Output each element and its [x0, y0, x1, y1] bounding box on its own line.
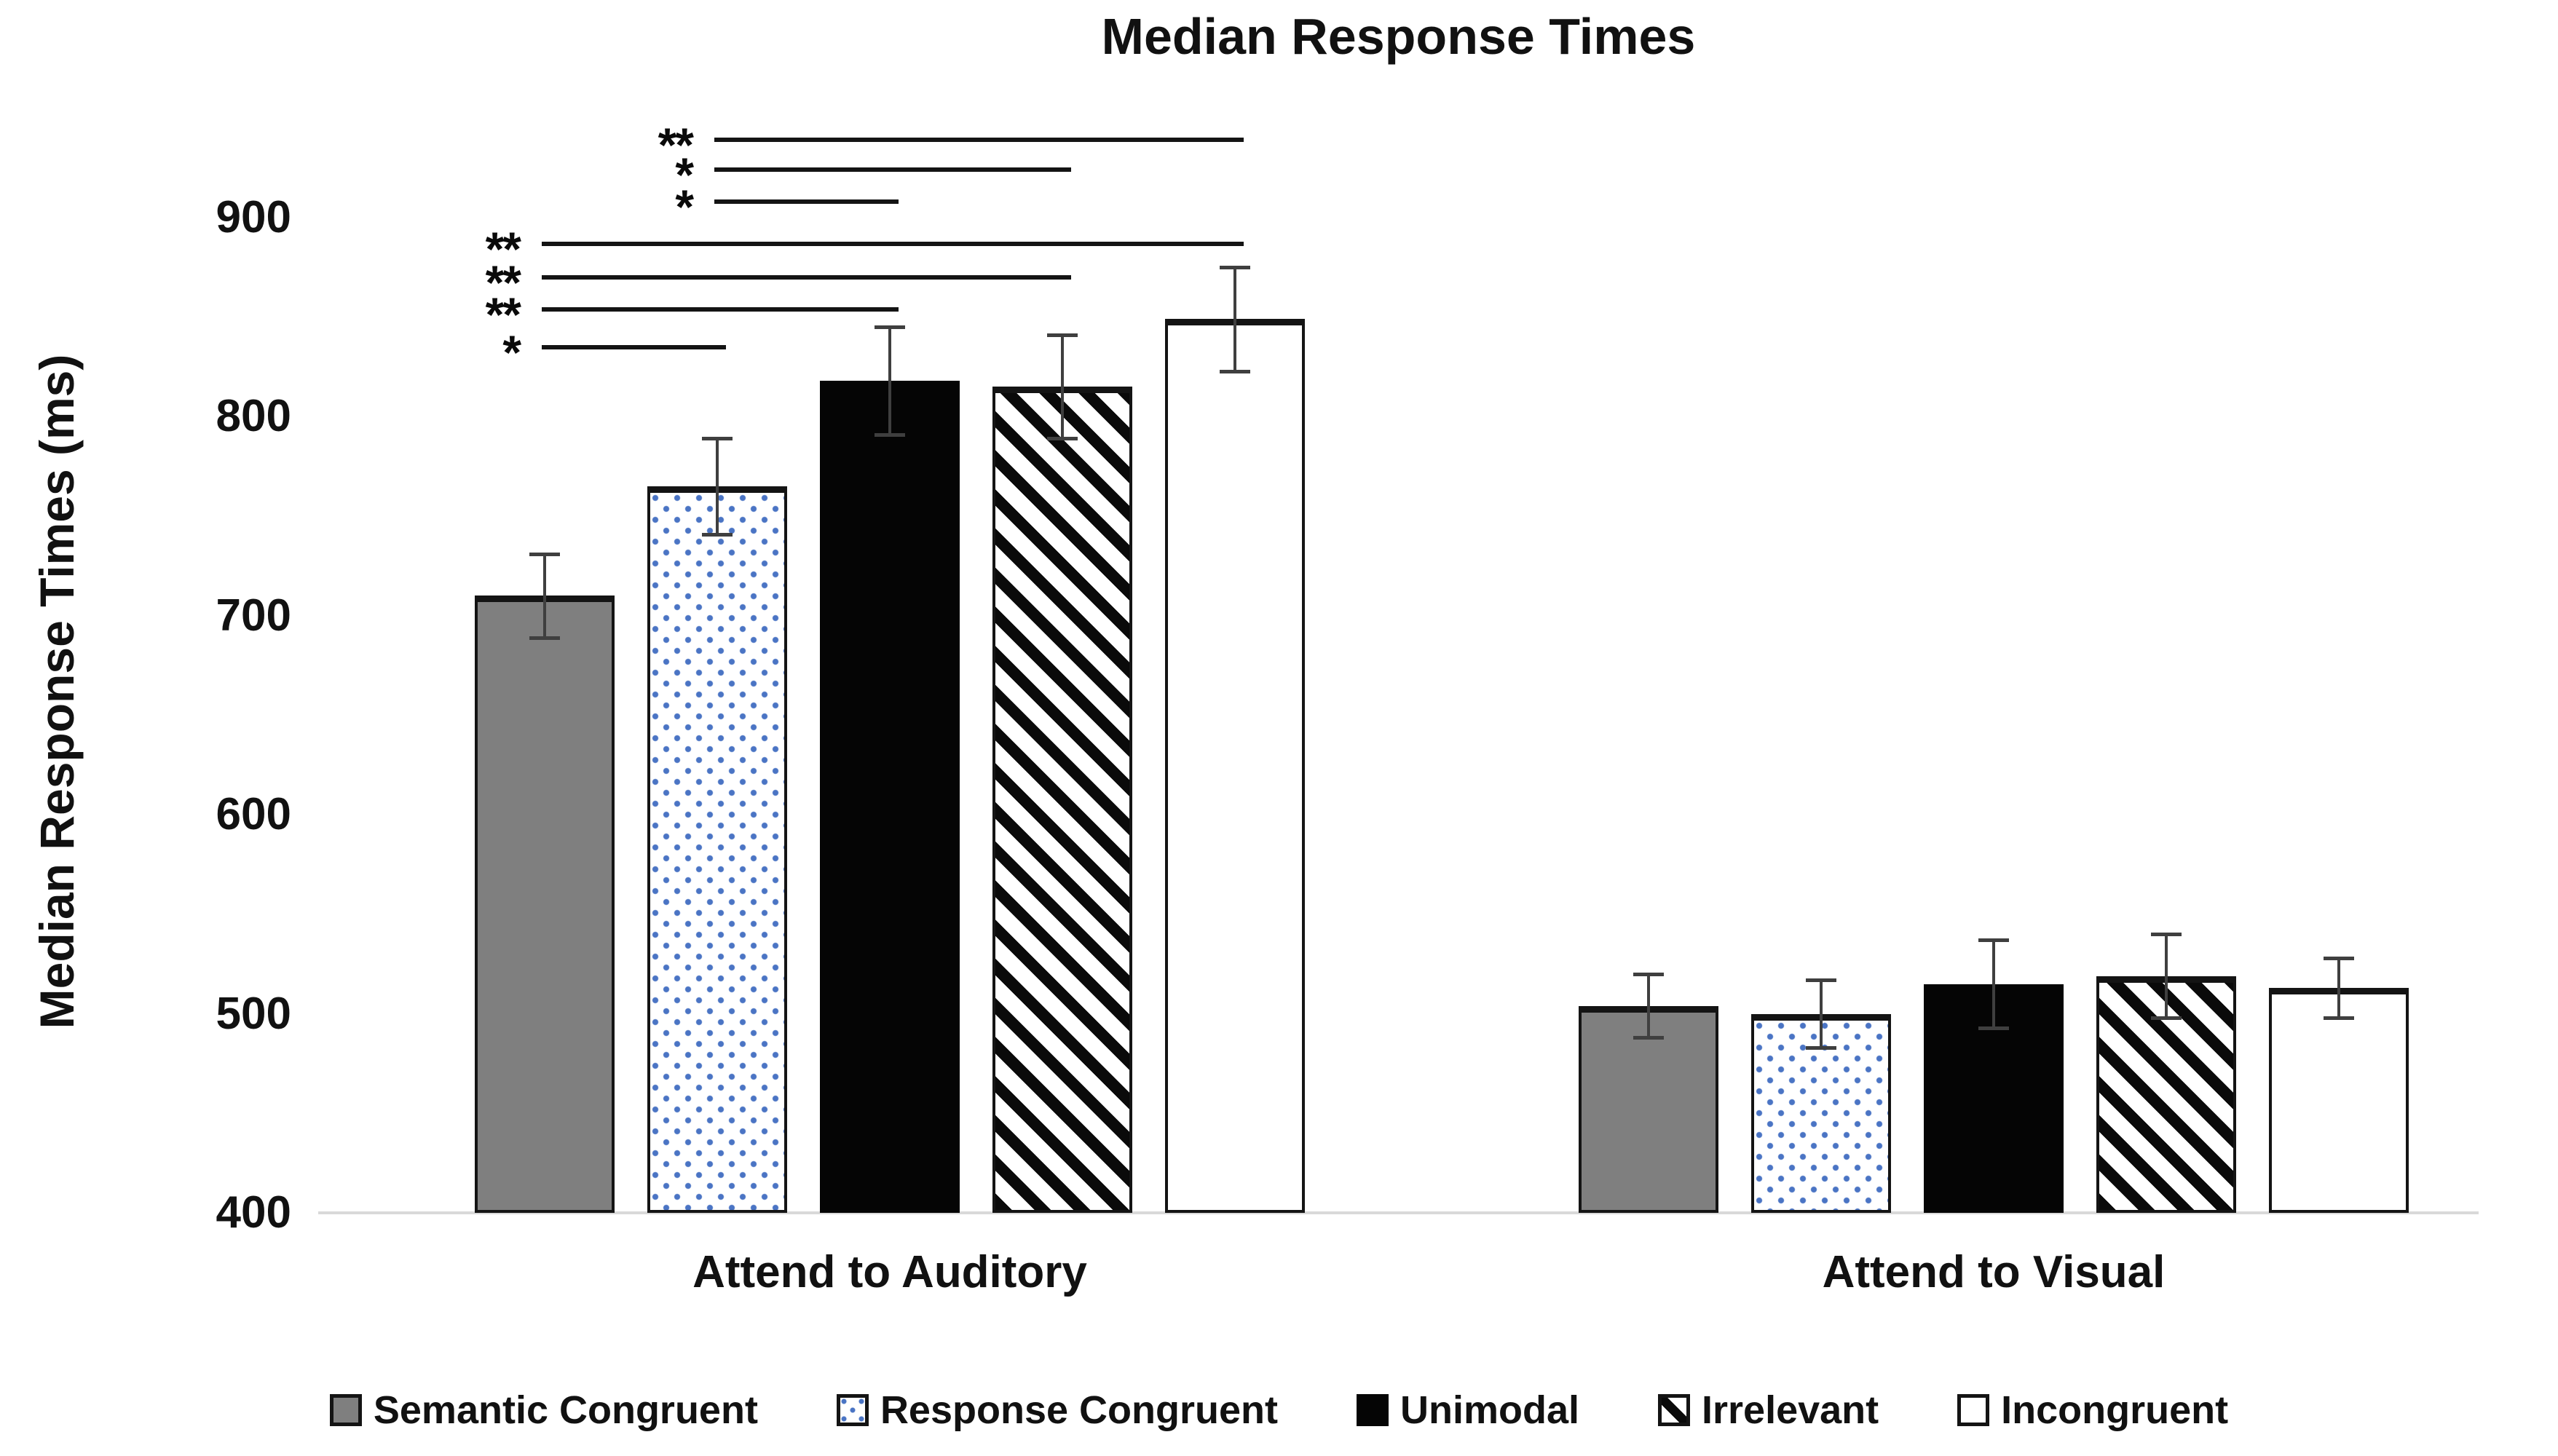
bar-incongruent-attend-to-visual: [2269, 988, 2409, 1213]
error-bar-cap: [529, 636, 560, 640]
error-bar: [2337, 958, 2340, 1018]
y-tick-label: 700: [216, 590, 291, 641]
error-bar-cap: [529, 553, 560, 557]
significance-line: [542, 306, 899, 312]
bar-semantic-congruent-attend-to-visual: [1579, 1005, 1718, 1213]
error-bar-cap: [1220, 369, 1250, 373]
significance-line: [542, 344, 726, 349]
error-bar-cap: [875, 433, 905, 437]
error-bar-cap: [702, 532, 733, 537]
legend-swatch-blue-dotted-icon: [836, 1394, 869, 1426]
significance-line: [542, 275, 1071, 280]
error-bar: [1061, 335, 1064, 439]
legend-label: Unimodal: [1400, 1388, 1579, 1432]
error-bar-cap: [875, 325, 905, 330]
legend-item-irrelevant: Irrelevant: [1658, 1388, 1879, 1433]
significance-label: **: [485, 221, 521, 276]
significance-label: **: [658, 118, 694, 173]
error-bar-cap: [702, 437, 733, 441]
y-tick-label: 900: [216, 192, 291, 242]
legend-label: Irrelevant: [1702, 1388, 1879, 1432]
x-group-label-auditory: Attend to Auditory: [692, 1247, 1087, 1297]
significance-line: [714, 167, 1071, 173]
y-tick-label: 500: [216, 988, 291, 1039]
error-bar-cap: [1220, 266, 1250, 270]
error-bar-cap: [1047, 333, 1078, 338]
error-bar-cap: [2151, 933, 2182, 937]
error-bar: [543, 554, 546, 638]
legend-swatch-white-icon: [1957, 1394, 1990, 1426]
significance-label: **: [485, 256, 521, 310]
chart-legend: Semantic Congruent Response Congruent Un…: [0, 1388, 2558, 1433]
error-bar-cap: [2324, 957, 2354, 961]
bar-irrelevant-attend-to-auditory: [992, 387, 1132, 1213]
significance-line: [714, 138, 1244, 143]
y-axis-title: Median Response Times (ms): [30, 354, 84, 1029]
legend-item-response-congruent: Response Congruent: [836, 1388, 1278, 1433]
error-bar-cap: [1978, 1026, 2009, 1030]
significance-label: *: [502, 325, 521, 379]
error-bar: [1820, 980, 1823, 1048]
error-bar-cap: [2151, 1016, 2182, 1021]
significance-line: [542, 241, 1244, 246]
bar-incongruent-attend-to-auditory: [1165, 319, 1305, 1213]
error-bar-cap: [1633, 972, 1664, 976]
significance-label: **: [485, 287, 521, 341]
y-tick-label: 800: [216, 391, 291, 442]
y-tick-label: 400: [216, 1187, 291, 1238]
legend-label: Semantic Congruent: [373, 1388, 758, 1432]
bar-semantic-congruent-attend-to-auditory: [475, 596, 615, 1213]
error-bar: [2165, 934, 2168, 1018]
error-bar: [1233, 267, 1236, 371]
legend-item-incongruent: Incongruent: [1957, 1388, 2228, 1433]
y-tick-label: 600: [216, 789, 291, 840]
error-bar: [1992, 940, 1995, 1028]
chart-title: Median Response Times: [1101, 8, 1696, 65]
error-bar-cap: [1047, 437, 1078, 441]
legend-item-semantic-congruent: Semantic Congruent: [329, 1388, 758, 1433]
legend-item-unimodal: Unimodal: [1356, 1388, 1579, 1433]
x-group-label-visual: Attend to Visual: [1822, 1247, 2166, 1297]
x-axis-baseline: [318, 1211, 2479, 1214]
bar-unimodal-attend-to-auditory: [820, 381, 960, 1213]
error-bar: [888, 327, 891, 435]
error-bar-cap: [1978, 938, 2009, 943]
error-bar-cap: [1633, 1036, 1664, 1040]
legend-swatch-black-icon: [1356, 1394, 1389, 1426]
error-bar-cap: [1806, 1046, 1836, 1051]
legend-swatch-gray-icon: [329, 1394, 362, 1426]
error-bar: [716, 438, 719, 534]
bar-response-congruent-attend-to-auditory: [647, 486, 787, 1213]
error-bar-cap: [2324, 1016, 2354, 1021]
error-bar-cap: [1806, 978, 1836, 983]
significance-label: *: [675, 148, 694, 202]
bar-response-congruent-attend-to-visual: [1751, 1013, 1891, 1213]
significance-label: *: [675, 180, 694, 234]
error-bar: [1647, 973, 1650, 1038]
legend-label: Incongruent: [2001, 1388, 2229, 1432]
legend-swatch-diagonal-stripe-icon: [1658, 1394, 1690, 1426]
significance-line: [714, 199, 899, 205]
legend-label: Response Congruent: [880, 1388, 1278, 1432]
